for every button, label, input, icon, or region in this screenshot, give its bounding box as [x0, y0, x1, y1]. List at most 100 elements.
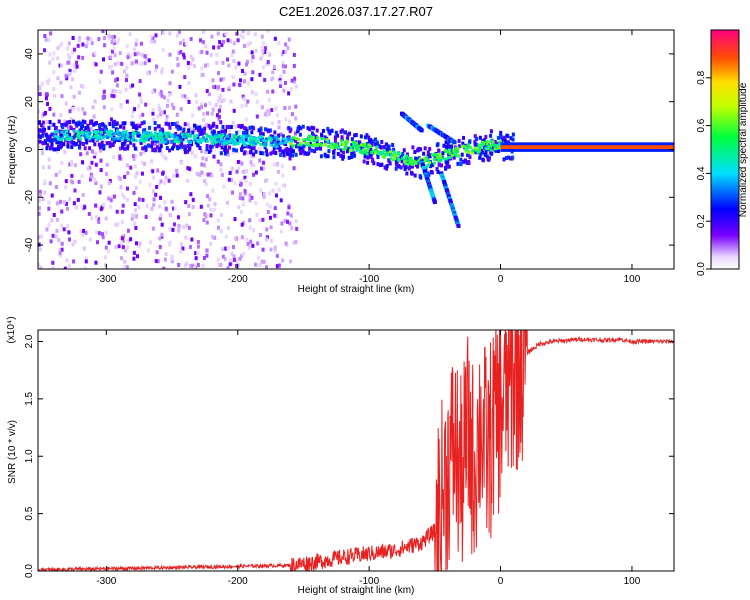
ridge-cell	[207, 149, 211, 154]
ridge-cell	[269, 151, 273, 156]
spectrogram-y-tick-label: 40	[24, 48, 35, 60]
noise-cell	[64, 73, 68, 78]
noise-cell	[58, 169, 62, 174]
noise-cell	[59, 253, 63, 258]
noise-cell	[60, 241, 64, 246]
ridge-cell	[320, 133, 324, 138]
ridge-cell	[215, 137, 219, 142]
noise-cell	[292, 52, 296, 57]
noise-cell	[38, 143, 41, 148]
ridge-core-cell	[471, 151, 475, 155]
noise-cell	[238, 196, 242, 201]
ridge-core-cell	[432, 157, 436, 161]
ridge-cell	[368, 154, 372, 159]
noise-cell	[183, 94, 187, 99]
noise-cell	[131, 153, 135, 158]
noise-cell	[164, 252, 168, 257]
noise-cell	[73, 68, 77, 73]
ridge-cell	[183, 144, 187, 149]
ridge-core-cell	[212, 139, 216, 143]
noise-cell	[252, 172, 256, 177]
noise-cell	[294, 116, 298, 121]
noise-cell	[265, 235, 269, 240]
noise-cell	[220, 99, 224, 104]
noise-cell	[222, 33, 226, 38]
noise-cell	[41, 197, 45, 202]
noise-cell	[77, 55, 81, 60]
ridge-core-cell	[221, 133, 225, 137]
noise-cell	[57, 238, 61, 243]
noise-cell	[209, 241, 213, 246]
ridge-cell	[314, 134, 318, 139]
ridge-cell	[503, 138, 507, 143]
noise-cell	[187, 212, 191, 217]
noise-cell	[287, 119, 291, 124]
ridge-cell	[41, 130, 45, 135]
noise-cell	[131, 83, 135, 88]
ridge-core-cell	[232, 137, 236, 141]
noise-cell	[289, 259, 293, 264]
ridge-core-cell	[254, 142, 258, 146]
ridge-core-cell	[188, 139, 192, 143]
noise-cell	[44, 37, 48, 42]
spectrogram-y-tick-label: 20	[24, 96, 35, 108]
noise-cell	[123, 259, 127, 264]
ridge-core-cell	[99, 133, 103, 137]
noise-cell	[155, 64, 159, 69]
ridge-core-cell	[76, 131, 80, 135]
noise-cell	[99, 168, 103, 173]
noise-cell	[81, 192, 85, 197]
noise-cell	[187, 203, 191, 208]
noise-cell	[168, 52, 172, 57]
noise-cell	[275, 264, 279, 269]
noise-cell	[55, 228, 59, 233]
ridge-cell	[396, 164, 400, 169]
ridge-cell	[210, 144, 214, 149]
noise-cell	[47, 206, 51, 211]
noise-cell	[125, 44, 129, 49]
noise-cell	[234, 263, 238, 268]
noise-cell	[222, 98, 226, 103]
ridge-core-cell	[238, 140, 242, 144]
ridge-cell	[436, 142, 440, 147]
ridge-core-cell	[160, 139, 164, 143]
ridge-core-cell	[93, 129, 97, 133]
ridge-cell	[502, 157, 506, 162]
noise-cell	[217, 117, 221, 122]
noise-cell	[132, 190, 136, 195]
noise-cell	[42, 48, 46, 53]
noise-cell	[279, 84, 283, 89]
ridge-cell	[239, 124, 243, 129]
ridge-cell	[259, 127, 263, 132]
noise-cell	[228, 170, 232, 175]
noise-cell	[229, 99, 233, 104]
ridge-cell	[511, 132, 515, 137]
ridge-core-cell	[251, 140, 255, 144]
ridge-cell	[182, 127, 186, 132]
noise-cell	[159, 89, 163, 94]
ridge-cell	[225, 136, 229, 141]
ridge-cell	[123, 121, 127, 126]
noise-cell	[81, 42, 85, 47]
noise-cell	[204, 157, 208, 162]
noise-cell	[94, 203, 98, 208]
ridge-cell	[178, 145, 182, 150]
noise-cell	[287, 205, 291, 210]
noise-cell	[262, 194, 266, 199]
noise-cell	[159, 112, 163, 117]
ridge-cell	[385, 164, 389, 169]
spectrogram-heatmap	[38, 30, 674, 269]
ridge-core-cell	[173, 134, 177, 138]
ridge-cell	[399, 156, 403, 161]
noise-cell	[86, 36, 90, 41]
ridge-core-cell	[455, 149, 459, 153]
noise-cell	[222, 76, 226, 81]
noise-cell	[39, 266, 43, 269]
noise-cell	[177, 51, 181, 56]
noise-cell	[294, 84, 298, 89]
noise-cell	[51, 266, 55, 269]
ridge-core-cell	[202, 136, 206, 140]
ridge-core-cell	[335, 143, 339, 147]
ridge-core-cell	[85, 132, 89, 136]
noise-cell	[258, 218, 262, 223]
